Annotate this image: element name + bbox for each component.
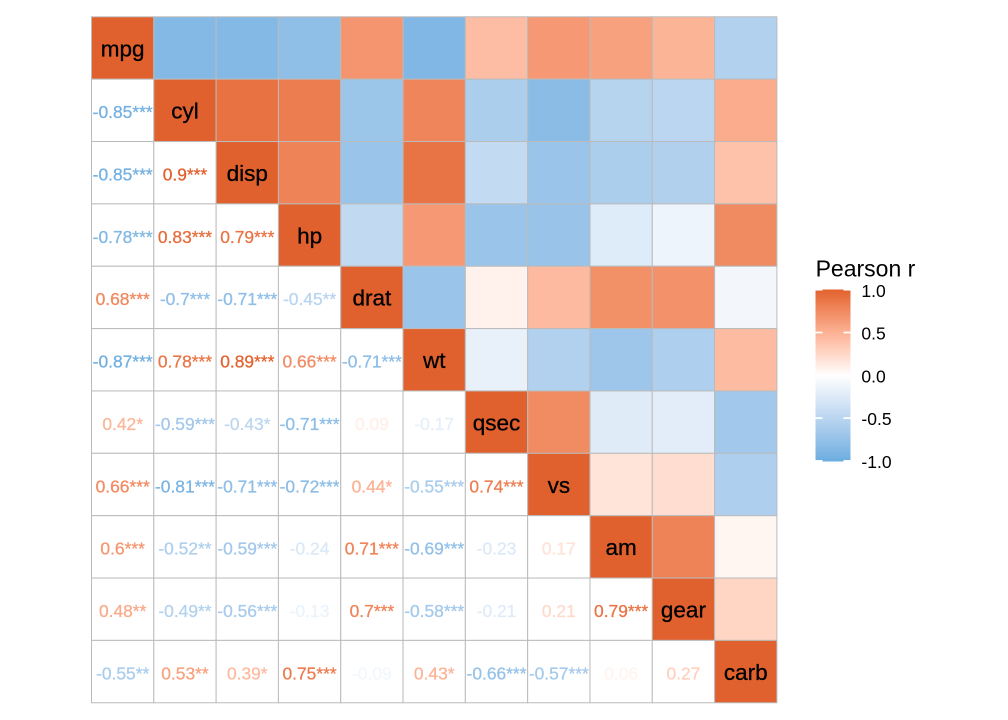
svg-text:-0.55***: -0.55*** [404, 476, 464, 496]
svg-text:0.5: 0.5 [861, 324, 885, 344]
svg-text:0.9***: 0.9*** [163, 165, 208, 185]
svg-text:0.74***: 0.74*** [469, 476, 523, 496]
svg-text:-0.85***: -0.85*** [93, 102, 153, 122]
svg-text:0.17: 0.17 [542, 539, 576, 559]
svg-text:Pearson r: Pearson r [816, 255, 916, 281]
svg-text:vs: vs [548, 473, 571, 498]
svg-text:drat: drat [352, 286, 392, 311]
svg-text:-0.58***: -0.58*** [404, 601, 464, 621]
svg-text:0.42*: 0.42* [102, 414, 143, 434]
svg-text:-0.21: -0.21 [477, 601, 517, 621]
svg-text:0.48**: 0.48** [99, 601, 147, 621]
svg-text:-0.7***: -0.7*** [160, 289, 211, 309]
svg-text:-0.13: -0.13 [290, 601, 330, 621]
svg-text:-0.5: -0.5 [861, 409, 891, 429]
svg-text:disp: disp [227, 161, 268, 186]
svg-text:gear: gear [661, 598, 707, 623]
svg-text:-0.43*: -0.43* [224, 414, 271, 434]
svg-text:wt: wt [422, 348, 446, 373]
svg-text:0.27: 0.27 [667, 663, 701, 683]
svg-text:0.78***: 0.78*** [158, 352, 212, 372]
svg-text:-0.69***: -0.69*** [404, 539, 464, 559]
svg-text:qsec: qsec [473, 410, 521, 435]
svg-text:0.79***: 0.79*** [220, 227, 274, 247]
svg-text:-0.59***: -0.59*** [217, 539, 277, 559]
svg-text:-0.72***: -0.72*** [280, 476, 340, 496]
svg-text:carb: carb [724, 660, 768, 685]
svg-text:-0.71***: -0.71*** [280, 414, 340, 434]
svg-text:am: am [605, 535, 636, 560]
svg-text:0.6***: 0.6*** [100, 539, 145, 559]
svg-text:0.53**: 0.53** [161, 663, 209, 683]
svg-text:0.89***: 0.89*** [220, 352, 274, 372]
svg-text:-0.71***: -0.71*** [342, 352, 402, 372]
svg-text:-0.87***: -0.87*** [93, 352, 153, 372]
svg-text:1.0: 1.0 [861, 281, 886, 301]
svg-text:-0.81***: -0.81*** [155, 476, 215, 496]
svg-text:hp: hp [297, 223, 322, 248]
svg-text:0.66***: 0.66*** [283, 352, 337, 372]
svg-text:-0.55**: -0.55** [96, 663, 149, 683]
svg-text:0.83***: 0.83*** [158, 227, 212, 247]
svg-text:0.09: 0.09 [355, 414, 389, 434]
svg-text:-0.57***: -0.57*** [529, 663, 589, 683]
svg-text:0.44*: 0.44* [352, 476, 393, 496]
svg-text:-0.52**: -0.52** [158, 539, 211, 559]
svg-text:mpg: mpg [101, 36, 145, 61]
svg-text:-0.17: -0.17 [414, 414, 454, 434]
svg-text:0.7***: 0.7*** [350, 601, 395, 621]
svg-text:-0.71***: -0.71*** [217, 476, 277, 496]
svg-text:0.71***: 0.71*** [345, 539, 399, 559]
svg-text:0.39*: 0.39* [227, 663, 268, 683]
svg-text:-0.66***: -0.66*** [467, 663, 527, 683]
svg-text:-0.49**: -0.49** [158, 601, 211, 621]
svg-text:0.21: 0.21 [542, 601, 576, 621]
svg-text:-1.0: -1.0 [861, 452, 891, 472]
svg-text:-0.78***: -0.78*** [93, 227, 153, 247]
svg-text:-0.45**: -0.45** [283, 289, 336, 309]
svg-text:0.75***: 0.75*** [283, 663, 337, 683]
svg-text:-0.09: -0.09 [352, 663, 392, 683]
svg-text:0.06: 0.06 [604, 663, 638, 683]
svg-text:-0.24: -0.24 [290, 539, 330, 559]
svg-text:cyl: cyl [171, 99, 199, 124]
svg-text:-0.56***: -0.56*** [217, 601, 277, 621]
svg-text:-0.59***: -0.59*** [155, 414, 215, 434]
svg-text:0.66***: 0.66*** [96, 476, 150, 496]
svg-text:-0.71***: -0.71*** [217, 289, 277, 309]
svg-text:0.68***: 0.68*** [96, 289, 150, 309]
svg-text:0.43*: 0.43* [414, 663, 455, 683]
svg-text:0.79***: 0.79*** [594, 601, 648, 621]
svg-text:-0.23: -0.23 [477, 539, 517, 559]
svg-text:0.0: 0.0 [861, 366, 886, 386]
svg-text:-0.85***: -0.85*** [93, 165, 153, 185]
